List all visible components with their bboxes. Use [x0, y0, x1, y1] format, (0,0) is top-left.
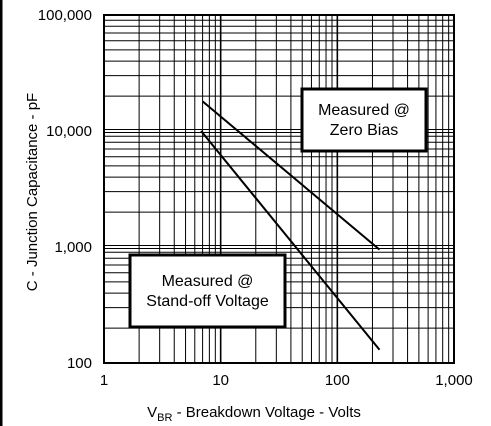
x-tick-labels: 1 10 100 1,000: [100, 372, 473, 389]
series-layer: [200, 100, 381, 351]
annotation-box-2: Measured @ Stand-off Voltage: [128, 253, 287, 329]
y-tick-label: 10,000: [46, 123, 92, 140]
x-axis-label-rest: - Breakdown Voltage - Volts: [172, 404, 360, 421]
x-tick-label: 1,000: [435, 372, 473, 389]
annotations: Measured @ Zero Bias Measured @ Stand-off V…: [128, 87, 428, 329]
x-axis-label-subscript: BR: [157, 412, 172, 424]
x-tick-label: 10: [212, 372, 229, 389]
x-axis-label-main: V: [147, 404, 157, 421]
y-tick-label: 1,000: [54, 239, 92, 256]
annotation-text: Measured @: [318, 102, 410, 119]
x-tick-label: 1: [100, 372, 108, 389]
plot-frame: [103, 14, 455, 364]
x-tick-label: 100: [325, 372, 350, 389]
annotation-box-1: Measured @ Zero Bias: [300, 87, 428, 153]
annotation-text: Stand-off Voltage: [146, 293, 269, 310]
y-tick-labels: 100 1,000 10,000 100,000: [38, 7, 92, 372]
y-axis-label: C - Junction Capacitance - pF: [24, 93, 41, 291]
series-line-2: [200, 130, 381, 351]
annotation-frame: [300, 87, 428, 153]
annotation-text: Zero Bias: [330, 122, 398, 139]
y-tick-label: 100: [67, 355, 92, 372]
annotation-frame: [128, 253, 287, 329]
y-tick-label: 100,000: [38, 7, 92, 24]
series-line-1: [201, 100, 381, 251]
annotation-text: Measured @: [162, 273, 254, 290]
x-axis-label: VBR - Breakdown Voltage - Volts: [147, 404, 361, 424]
